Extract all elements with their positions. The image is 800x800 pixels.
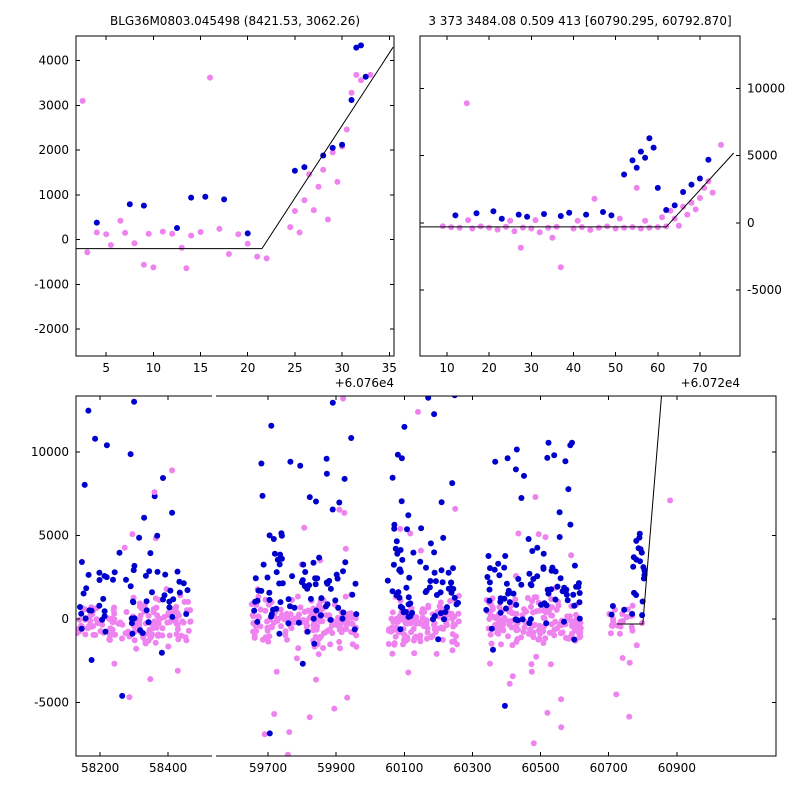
x-tick-label: 60700 <box>590 761 628 775</box>
panel-top-right: 10 20 30 40 50 60 70 -5000 0 5000 10000 +6.072e4 <box>419 35 785 390</box>
y-tick-label: -2000 <box>34 322 69 336</box>
x-tick-label: 40 <box>566 361 581 375</box>
x-tick-label: 70 <box>692 361 707 375</box>
model-fit-line <box>420 152 735 228</box>
x-tick-label: 30 <box>334 361 349 375</box>
x-tick-label: 59700 <box>249 761 287 775</box>
axes-frame <box>75 35 395 357</box>
y-tick-label: 0 <box>61 612 69 626</box>
scatter-points <box>420 100 735 271</box>
x-tick-label: 15 <box>193 361 208 375</box>
y-tick-label: 5000 <box>38 528 69 542</box>
y-tick-label: 2000 <box>38 143 69 157</box>
x-tick-label: 59900 <box>317 761 355 775</box>
x-tick-label: 50 <box>608 361 623 375</box>
y-tick-label: 0 <box>747 216 755 230</box>
top-left-title: BLG36M0803.045498 (8421.53, 3062.26) <box>109 14 361 28</box>
scatter-points <box>76 396 674 756</box>
y-tick-label: 0 <box>61 233 69 247</box>
y-tick-label: 5000 <box>747 149 778 163</box>
y-tick-label: -5000 <box>747 283 782 297</box>
y-tick-label: 4000 <box>38 54 69 68</box>
model-fit-line <box>76 46 394 250</box>
y-tick-label: 1000 <box>38 188 69 202</box>
top-right-title: 3 373 3484.08 0.509 413 [60790.295, 6079… <box>428 14 732 28</box>
x-tick-label: 60100 <box>385 761 423 775</box>
x-tick-label: 30 <box>524 361 539 375</box>
y-tick-label: 10000 <box>747 81 785 95</box>
axes-frame <box>419 35 741 357</box>
x-axis-offset-label: +6.072e4 <box>681 376 740 390</box>
x-tick-label: 60900 <box>658 761 696 775</box>
x-tick-label: 60500 <box>522 761 560 775</box>
x-tick-label: 20 <box>240 361 255 375</box>
x-tick-label: 58400 <box>149 761 187 775</box>
x-axis-offset-label: +6.076e4 <box>335 376 394 390</box>
scatter-points <box>76 42 394 272</box>
x-tick-label: 60300 <box>453 761 491 775</box>
x-tick-label: 5 <box>102 361 110 375</box>
x-tick-label: 10 <box>439 361 454 375</box>
x-tick-label: 10 <box>146 361 161 375</box>
y-tick-label: -1000 <box>34 277 69 291</box>
x-tick-label: 35 <box>382 361 397 375</box>
x-tick-label: 20 <box>482 361 497 375</box>
panel-bottom: 58200 58400 59700 59900 60100 60300 60500 60700… <box>31 394 777 775</box>
model-fit-line <box>616 396 662 625</box>
panel-top-left: 5 10 15 20 25 30 35 -2000 -1000 0 1000 2000 3000 4000… <box>34 35 397 390</box>
y-tick-label: -5000 <box>34 696 69 710</box>
y-tick-label: 10000 <box>31 445 69 459</box>
x-tick-label: 25 <box>287 361 302 375</box>
y-tick-label: 3000 <box>38 98 69 112</box>
x-tick-label: 60 <box>650 361 665 375</box>
x-tick-label: 58200 <box>81 761 119 775</box>
axes-frame <box>75 395 777 757</box>
